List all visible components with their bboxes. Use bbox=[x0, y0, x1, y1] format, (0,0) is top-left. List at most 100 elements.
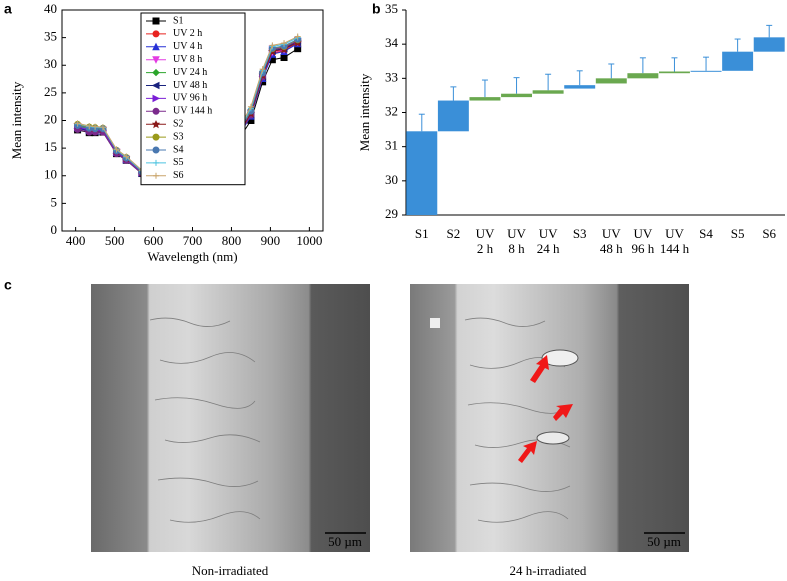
x-tick-label: 144 h bbox=[660, 241, 690, 256]
x-tick-label: S3 bbox=[573, 226, 587, 241]
y-tick-label: 33 bbox=[385, 69, 398, 84]
panel-label: c bbox=[4, 277, 12, 293]
image-caption: 24 h-irradiated bbox=[510, 563, 587, 578]
legend-marker bbox=[152, 42, 160, 51]
bar bbox=[627, 73, 659, 79]
x-tick-label: UV bbox=[476, 226, 495, 241]
bar bbox=[690, 70, 722, 72]
y-tick-label: 25 bbox=[44, 84, 57, 99]
legend-marker bbox=[152, 120, 160, 129]
marker bbox=[259, 66, 266, 73]
y-axis-label: Mean intensity bbox=[357, 73, 372, 151]
bar bbox=[658, 71, 690, 74]
x-tick-label: 500 bbox=[105, 233, 125, 248]
legend-marker bbox=[152, 56, 160, 64]
marker bbox=[123, 153, 130, 160]
legend-label: UV 4 h bbox=[173, 41, 202, 52]
x-tick-label: S2 bbox=[447, 226, 461, 241]
x-tick-label: S6 bbox=[762, 226, 776, 241]
y-tick-label: 40 bbox=[44, 1, 57, 16]
legend-label: S3 bbox=[173, 131, 184, 142]
legend-marker bbox=[152, 133, 160, 141]
legend-label: UV 48 h bbox=[173, 80, 207, 91]
x-tick-label: UV bbox=[665, 226, 684, 241]
legend-marker bbox=[153, 172, 159, 179]
y-tick-label: 15 bbox=[44, 139, 57, 154]
bar bbox=[595, 78, 627, 84]
bar bbox=[406, 131, 438, 215]
legend-marker bbox=[152, 94, 161, 103]
x-tick-label: 2 h bbox=[477, 241, 494, 256]
bar bbox=[532, 90, 564, 94]
bar bbox=[564, 85, 596, 89]
legend-label: S5 bbox=[173, 157, 184, 168]
x-tick-label: 8 h bbox=[508, 241, 525, 256]
legend-label: S4 bbox=[173, 144, 184, 155]
y-axis-label: Mean intensity bbox=[9, 81, 24, 159]
legend-marker bbox=[153, 159, 159, 166]
image-caption: Non-irradiated bbox=[192, 563, 269, 578]
marker bbox=[99, 124, 106, 131]
x-tick-label: 600 bbox=[144, 233, 164, 248]
legend-label: S6 bbox=[173, 170, 184, 181]
marker bbox=[281, 40, 288, 47]
legend-label: UV 24 h bbox=[173, 67, 207, 78]
x-tick-label: 1000 bbox=[296, 233, 322, 248]
legend-marker bbox=[152, 107, 160, 115]
legend-label: UV 8 h bbox=[173, 54, 202, 65]
marker bbox=[294, 33, 301, 40]
y-tick-label: 30 bbox=[44, 56, 57, 71]
x-tick-label: S4 bbox=[699, 226, 713, 241]
x-tick-label: 900 bbox=[261, 233, 281, 248]
x-tick-label: UV bbox=[507, 226, 526, 241]
x-tick-label: S1 bbox=[415, 226, 429, 241]
x-tick-label: S5 bbox=[731, 226, 745, 241]
y-tick-label: 35 bbox=[385, 1, 398, 16]
y-tick-label: 34 bbox=[385, 35, 399, 50]
bar bbox=[722, 51, 754, 71]
legend-marker bbox=[152, 68, 160, 77]
y-tick-label: 20 bbox=[44, 111, 57, 126]
y-tick-label: 10 bbox=[44, 167, 57, 182]
x-tick-label: 24 h bbox=[537, 241, 560, 256]
bar bbox=[437, 100, 469, 132]
x-tick-label: UV bbox=[633, 226, 652, 241]
legend-marker bbox=[152, 146, 160, 154]
legend-label: S1 bbox=[173, 15, 184, 26]
legend-marker bbox=[151, 81, 160, 90]
y-tick-label: 31 bbox=[385, 138, 398, 153]
x-tick-label: 700 bbox=[183, 233, 203, 248]
x-tick-label: 400 bbox=[66, 233, 86, 248]
marker bbox=[113, 146, 120, 153]
x-tick-label: 48 h bbox=[600, 241, 623, 256]
marker bbox=[86, 123, 93, 130]
bar bbox=[753, 37, 785, 52]
y-tick-label: 5 bbox=[51, 194, 58, 209]
marker bbox=[247, 103, 254, 110]
legend-marker bbox=[152, 17, 160, 25]
y-tick-label: 29 bbox=[385, 206, 398, 221]
bar bbox=[469, 97, 501, 101]
sem-image: 50 µm bbox=[410, 284, 689, 552]
panel-label: b bbox=[372, 1, 381, 17]
y-tick-label: 35 bbox=[44, 29, 57, 44]
marker bbox=[280, 54, 288, 62]
marker bbox=[269, 42, 276, 49]
scale-bar-label: 50 µm bbox=[328, 534, 362, 549]
y-tick-label: 0 bbox=[51, 222, 58, 237]
x-tick-label: 96 h bbox=[632, 241, 655, 256]
legend-label: UV 96 h bbox=[173, 93, 207, 104]
y-tick-label: 32 bbox=[385, 103, 398, 118]
x-axis-label: Wavelength (nm) bbox=[147, 249, 237, 264]
x-tick-label: 800 bbox=[222, 233, 242, 248]
legend-label: UV 144 h bbox=[173, 106, 212, 117]
bar bbox=[501, 93, 533, 98]
legend-marker bbox=[152, 30, 160, 38]
legend-label: UV 2 h bbox=[173, 28, 202, 39]
panel-label: a bbox=[4, 1, 12, 17]
marker bbox=[74, 120, 81, 127]
y-tick-label: 30 bbox=[385, 172, 398, 187]
marker bbox=[92, 123, 99, 130]
scale-bar-label: 50 µm bbox=[647, 534, 681, 549]
